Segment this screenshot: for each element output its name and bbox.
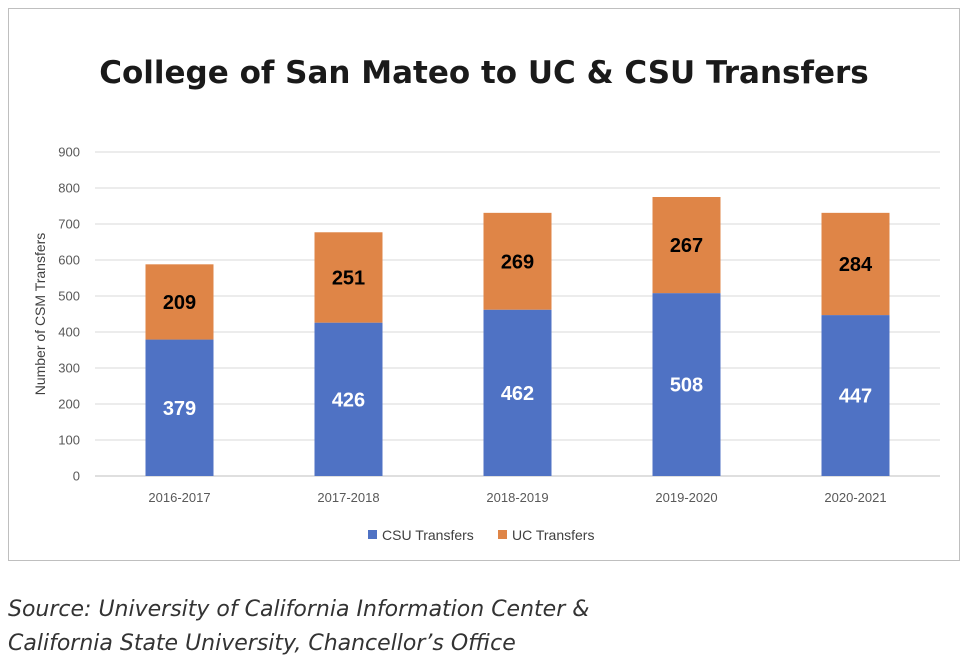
bar-csu — [145, 339, 214, 476]
y-axis-label: Number of CSM Transfers — [32, 233, 48, 396]
source-note: Source: University of California Informa… — [8, 593, 948, 661]
x-tick-label: 2017-2018 — [317, 490, 379, 505]
chart-title: College of San Mateo to UC & CSU Transfe… — [99, 55, 869, 91]
y-tick-label: 900 — [58, 145, 80, 160]
y-tick-label: 600 — [58, 253, 80, 268]
y-tick-label: 500 — [58, 289, 80, 304]
data-label: 251 — [332, 267, 365, 289]
bar-uc — [821, 212, 890, 316]
data-label: 284 — [839, 254, 873, 276]
data-label: 426 — [332, 389, 365, 411]
legend-swatch — [498, 530, 507, 539]
y-axis-ticks: 0 100 200 300 400 500 600 700 800 900 — [58, 145, 80, 484]
x-tick-label: 2018-2019 — [486, 490, 548, 505]
data-label: 209 — [163, 292, 196, 314]
bar-uc — [145, 264, 214, 340]
bars: 379 209 426 251 462 269 508 267 447 284 — [145, 197, 890, 476]
bar-csu — [821, 315, 890, 476]
legend-label: UC Transfers — [512, 527, 594, 543]
data-label: 267 — [670, 235, 703, 257]
y-tick-label: 200 — [58, 397, 80, 412]
data-label: 447 — [839, 386, 872, 408]
y-tick-label: 300 — [58, 361, 80, 376]
data-label: 269 — [501, 251, 534, 273]
bar-uc — [652, 197, 721, 294]
x-tick-label: 2016-2017 — [148, 490, 210, 505]
y-tick-label: 700 — [58, 217, 80, 232]
y-tick-label: 400 — [58, 325, 80, 340]
source-line-2: California State University, Chancellor’… — [8, 631, 516, 656]
legend: CSU Transfers UC Transfers — [368, 527, 594, 543]
bar-csu — [314, 322, 383, 476]
y-tick-label: 800 — [58, 181, 80, 196]
bar-csu — [652, 293, 721, 476]
x-tick-label: 2019-2020 — [655, 490, 717, 505]
data-label: 379 — [163, 398, 196, 420]
bar-csu — [483, 309, 552, 476]
legend-swatch — [368, 530, 377, 539]
bar-uc — [483, 212, 552, 310]
source-line-1: Source: University of California Informa… — [8, 597, 590, 622]
x-tick-label: 2020-2021 — [824, 490, 886, 505]
data-label: 508 — [670, 375, 703, 397]
data-label: 462 — [501, 383, 534, 405]
legend-label: CSU Transfers — [382, 527, 474, 543]
x-axis-ticks: 2016-2017 2017-2018 2018-2019 2019-2020 2020… — [148, 490, 886, 505]
y-tick-label: 0 — [73, 469, 80, 484]
y-tick-label: 100 — [58, 433, 80, 448]
bar-uc — [314, 232, 383, 323]
